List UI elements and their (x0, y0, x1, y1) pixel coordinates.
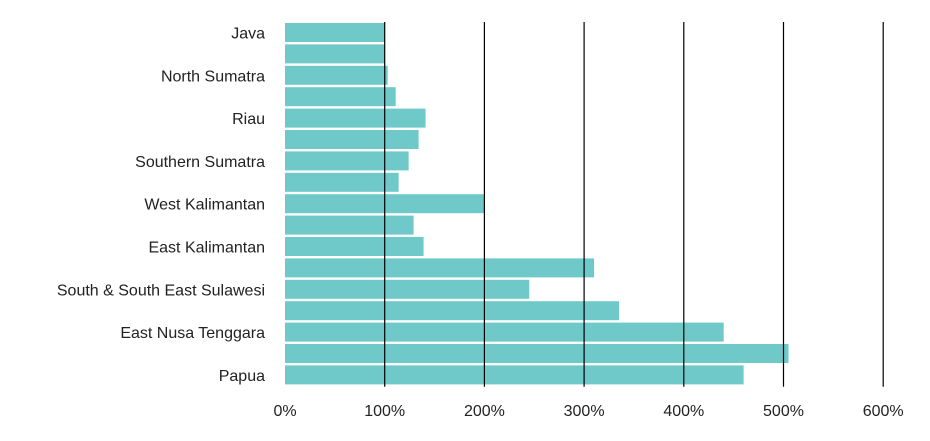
category-label: Riau (232, 111, 265, 128)
bar-3 (285, 87, 396, 107)
bar-1 (285, 44, 385, 64)
bar-7 (285, 172, 399, 192)
bar-14 (285, 322, 724, 342)
x-tick-label: 500% (763, 403, 804, 420)
bar-10 (285, 237, 424, 256)
category-label: South & South East Sulawesi (57, 282, 265, 299)
category-label: East Kalimantan (148, 240, 265, 257)
category-label: Papua (219, 368, 265, 385)
bars (285, 23, 789, 385)
bar-4 (285, 108, 426, 128)
bar-0 (285, 23, 385, 42)
bar-12 (285, 279, 530, 299)
bar-16 (285, 365, 744, 385)
category-labels: Java North Sumatra Riau Southern Sumatra Wes… (57, 26, 265, 385)
x-tick-label: 200% (464, 403, 505, 420)
category-label: West Kalimantan (144, 197, 265, 214)
bar-9 (285, 215, 414, 235)
bar-13 (285, 301, 619, 321)
bar-11 (285, 258, 595, 278)
category-label: North Sumatra (161, 68, 265, 85)
x-tick-label: 600% (863, 403, 904, 420)
bar-2 (285, 65, 388, 85)
category-label: Southern Sumatra (135, 154, 265, 171)
bar-6 (285, 151, 409, 171)
bar-5 (285, 130, 419, 149)
x-tick-label: 400% (663, 403, 704, 420)
x-tick-labels: 0% 100% 200% 300% 400% 500% 600% (273, 403, 903, 420)
category-label: East Nusa Tenggara (120, 325, 265, 342)
gridlines (384, 22, 884, 387)
x-tick-label: 300% (564, 403, 605, 420)
category-label: Java (231, 26, 265, 43)
x-tick-label: 100% (364, 403, 405, 420)
bar-15 (285, 344, 789, 363)
x-tick-label: 0% (273, 403, 296, 420)
